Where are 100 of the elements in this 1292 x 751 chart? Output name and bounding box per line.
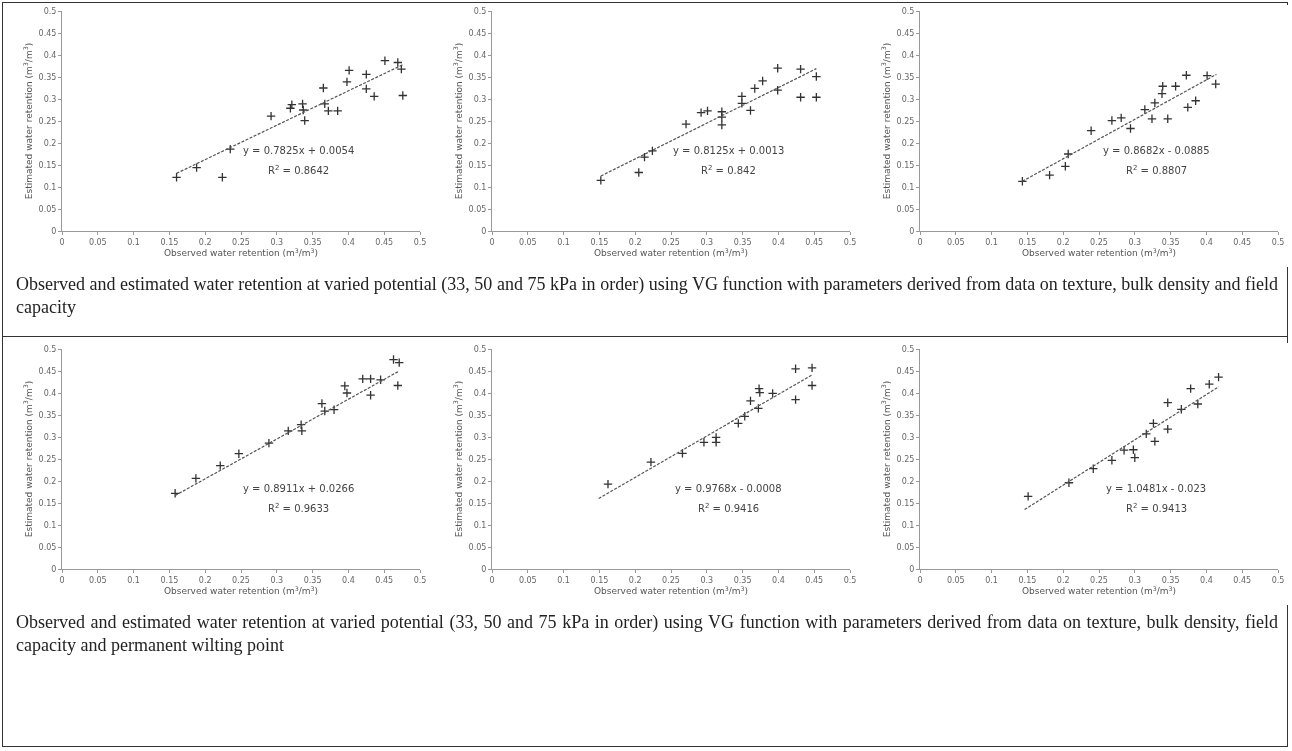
annotation: R$^{2}$ = 0.9413 (1126, 502, 1188, 515)
point (266, 111, 276, 122)
y-tick-label: 0.25 (896, 454, 915, 464)
y-tick-label: 0.2 (43, 138, 57, 148)
point (264, 438, 274, 449)
point (361, 84, 372, 94)
y-tick-label: 0.05 (896, 542, 915, 552)
annotation: y = 0.9768x - 0.0008 (675, 483, 782, 494)
x-tick-label: 0.1 (557, 237, 570, 247)
y-tick-label: 0.4 (901, 388, 915, 398)
y-tick-label: 0.4 (901, 50, 915, 60)
x-tick-label: 0.5 (1271, 237, 1285, 247)
point (807, 380, 817, 391)
x-tick-label: 0.2 (1056, 237, 1070, 247)
y-tick-label: 0.15 (38, 498, 57, 508)
point (1107, 115, 1117, 126)
y-tick-label: 0.45 (38, 28, 57, 38)
x-tick-label: 0.2 (628, 237, 642, 247)
y-tick-label: 0.15 (468, 498, 487, 508)
y-tick-label: 0.25 (468, 116, 487, 126)
y-tick-label: 0.25 (468, 454, 487, 464)
x-tick-label: 0.1 (127, 575, 140, 585)
x-tick-label: 0 (489, 575, 495, 585)
annotation: y = 0.8911x + 0.0266 (243, 483, 355, 494)
x-tick-label: 0.45 (375, 237, 394, 247)
y-tick-label: 0.4 (473, 50, 487, 60)
y-tick-label: 0.45 (896, 28, 915, 38)
x-tick-label: 0.25 (232, 575, 250, 585)
point (681, 119, 691, 129)
annotation: R$^{2}$ = 0.8807 (1126, 164, 1188, 177)
y-tick-label: 0.1 (43, 520, 57, 530)
annotation: R$^{2}$ = 0.9633 (268, 502, 330, 515)
y-tick-label: 0.45 (468, 28, 487, 38)
y-tick-label: 0.1 (901, 520, 915, 530)
y-tick-label: 0.45 (896, 366, 915, 376)
point (603, 479, 613, 489)
x-tick-label: 0.1 (127, 237, 140, 247)
x-tick-label: 0.45 (805, 575, 824, 585)
x-tick-label: 0.15 (160, 237, 179, 247)
x-tick-label: 0.45 (1233, 575, 1252, 585)
y-tick-label: 0 (51, 564, 57, 574)
point (297, 425, 307, 436)
y-tick-label: 0.35 (896, 72, 915, 82)
point (1157, 88, 1167, 99)
y-tick-label: 0.25 (38, 454, 57, 464)
y-tick-label: 0.2 (43, 476, 57, 486)
y-tick-label: 0.4 (473, 388, 487, 398)
x-tick-label: 0 (917, 575, 923, 585)
x-tick-label: 0.5 (1271, 575, 1285, 585)
y-tick-label: 0.3 (901, 94, 915, 104)
y-tick-label: 0.5 (901, 6, 915, 16)
y-tick-label: 0.35 (468, 410, 487, 420)
y-tick-label: 0.5 (43, 6, 57, 16)
x-axis-title: Observed water retention (m$^{3}$/m$^{3}$) (1021, 246, 1177, 259)
point (639, 152, 650, 162)
annotation: R$^{2}$ = 0.842 (701, 164, 756, 177)
point (696, 107, 706, 118)
point (1119, 445, 1129, 456)
x-tick-label: 0.4 (1200, 575, 1213, 585)
point (170, 488, 180, 499)
y-tick-label: 0 (481, 226, 487, 236)
y-tick-label: 0.45 (38, 366, 57, 376)
x-tick-label: 0.5 (843, 237, 857, 247)
y-tick-label: 0.15 (38, 160, 57, 170)
x-tick-label: 0.25 (1090, 575, 1108, 585)
point (344, 65, 354, 76)
x-tick-label: 0.15 (590, 575, 609, 585)
text: Observed and estimated water retention at varied potential (33, 50 and 75 kPa in order) using VG function with parameters derived from data on texture, bulk density and field capacity (16, 273, 1278, 319)
x-tick-label: 0 (59, 575, 65, 585)
annotation: R$^{2}$ = 0.9416 (698, 502, 760, 515)
y-tick-label: 0.05 (38, 204, 57, 214)
x-axis-title: Observed water retention (m$^{3}$/m$^{3}$) (1021, 584, 1177, 597)
y-tick-label: 0.35 (468, 72, 487, 82)
x-tick-label: 0 (917, 237, 923, 247)
point (191, 473, 201, 484)
y-tick-label: 0.3 (43, 432, 57, 442)
point (1202, 70, 1212, 81)
x-tick-label: 0.4 (772, 237, 785, 247)
point (716, 120, 727, 130)
point (1162, 424, 1173, 434)
y-tick-label: 0.05 (468, 204, 487, 214)
point (339, 381, 350, 391)
point (298, 105, 309, 115)
x-tick-label: 0.2 (198, 237, 212, 247)
x-tick-label: 0 (59, 237, 65, 247)
y-tick-label: 0.3 (901, 432, 915, 442)
x-tick-label: 0.4 (342, 575, 355, 585)
point (357, 374, 368, 384)
x-tick-label: 0.3 (1128, 237, 1142, 247)
point (1147, 113, 1157, 124)
y-tick-label: 0 (909, 564, 915, 574)
point (1150, 436, 1160, 447)
x-tick-label: 0.5 (843, 575, 857, 585)
y-tick-label: 0.35 (38, 72, 57, 82)
x-tick-label: 0.5 (413, 575, 427, 585)
x-tick-label: 0.3 (1128, 575, 1142, 585)
y-tick-label: 0.4 (43, 50, 57, 60)
annotation: y = 0.8682x - 0.0885 (1103, 145, 1210, 156)
x-tick-label: 0.35 (1161, 237, 1180, 247)
point (1192, 399, 1203, 409)
